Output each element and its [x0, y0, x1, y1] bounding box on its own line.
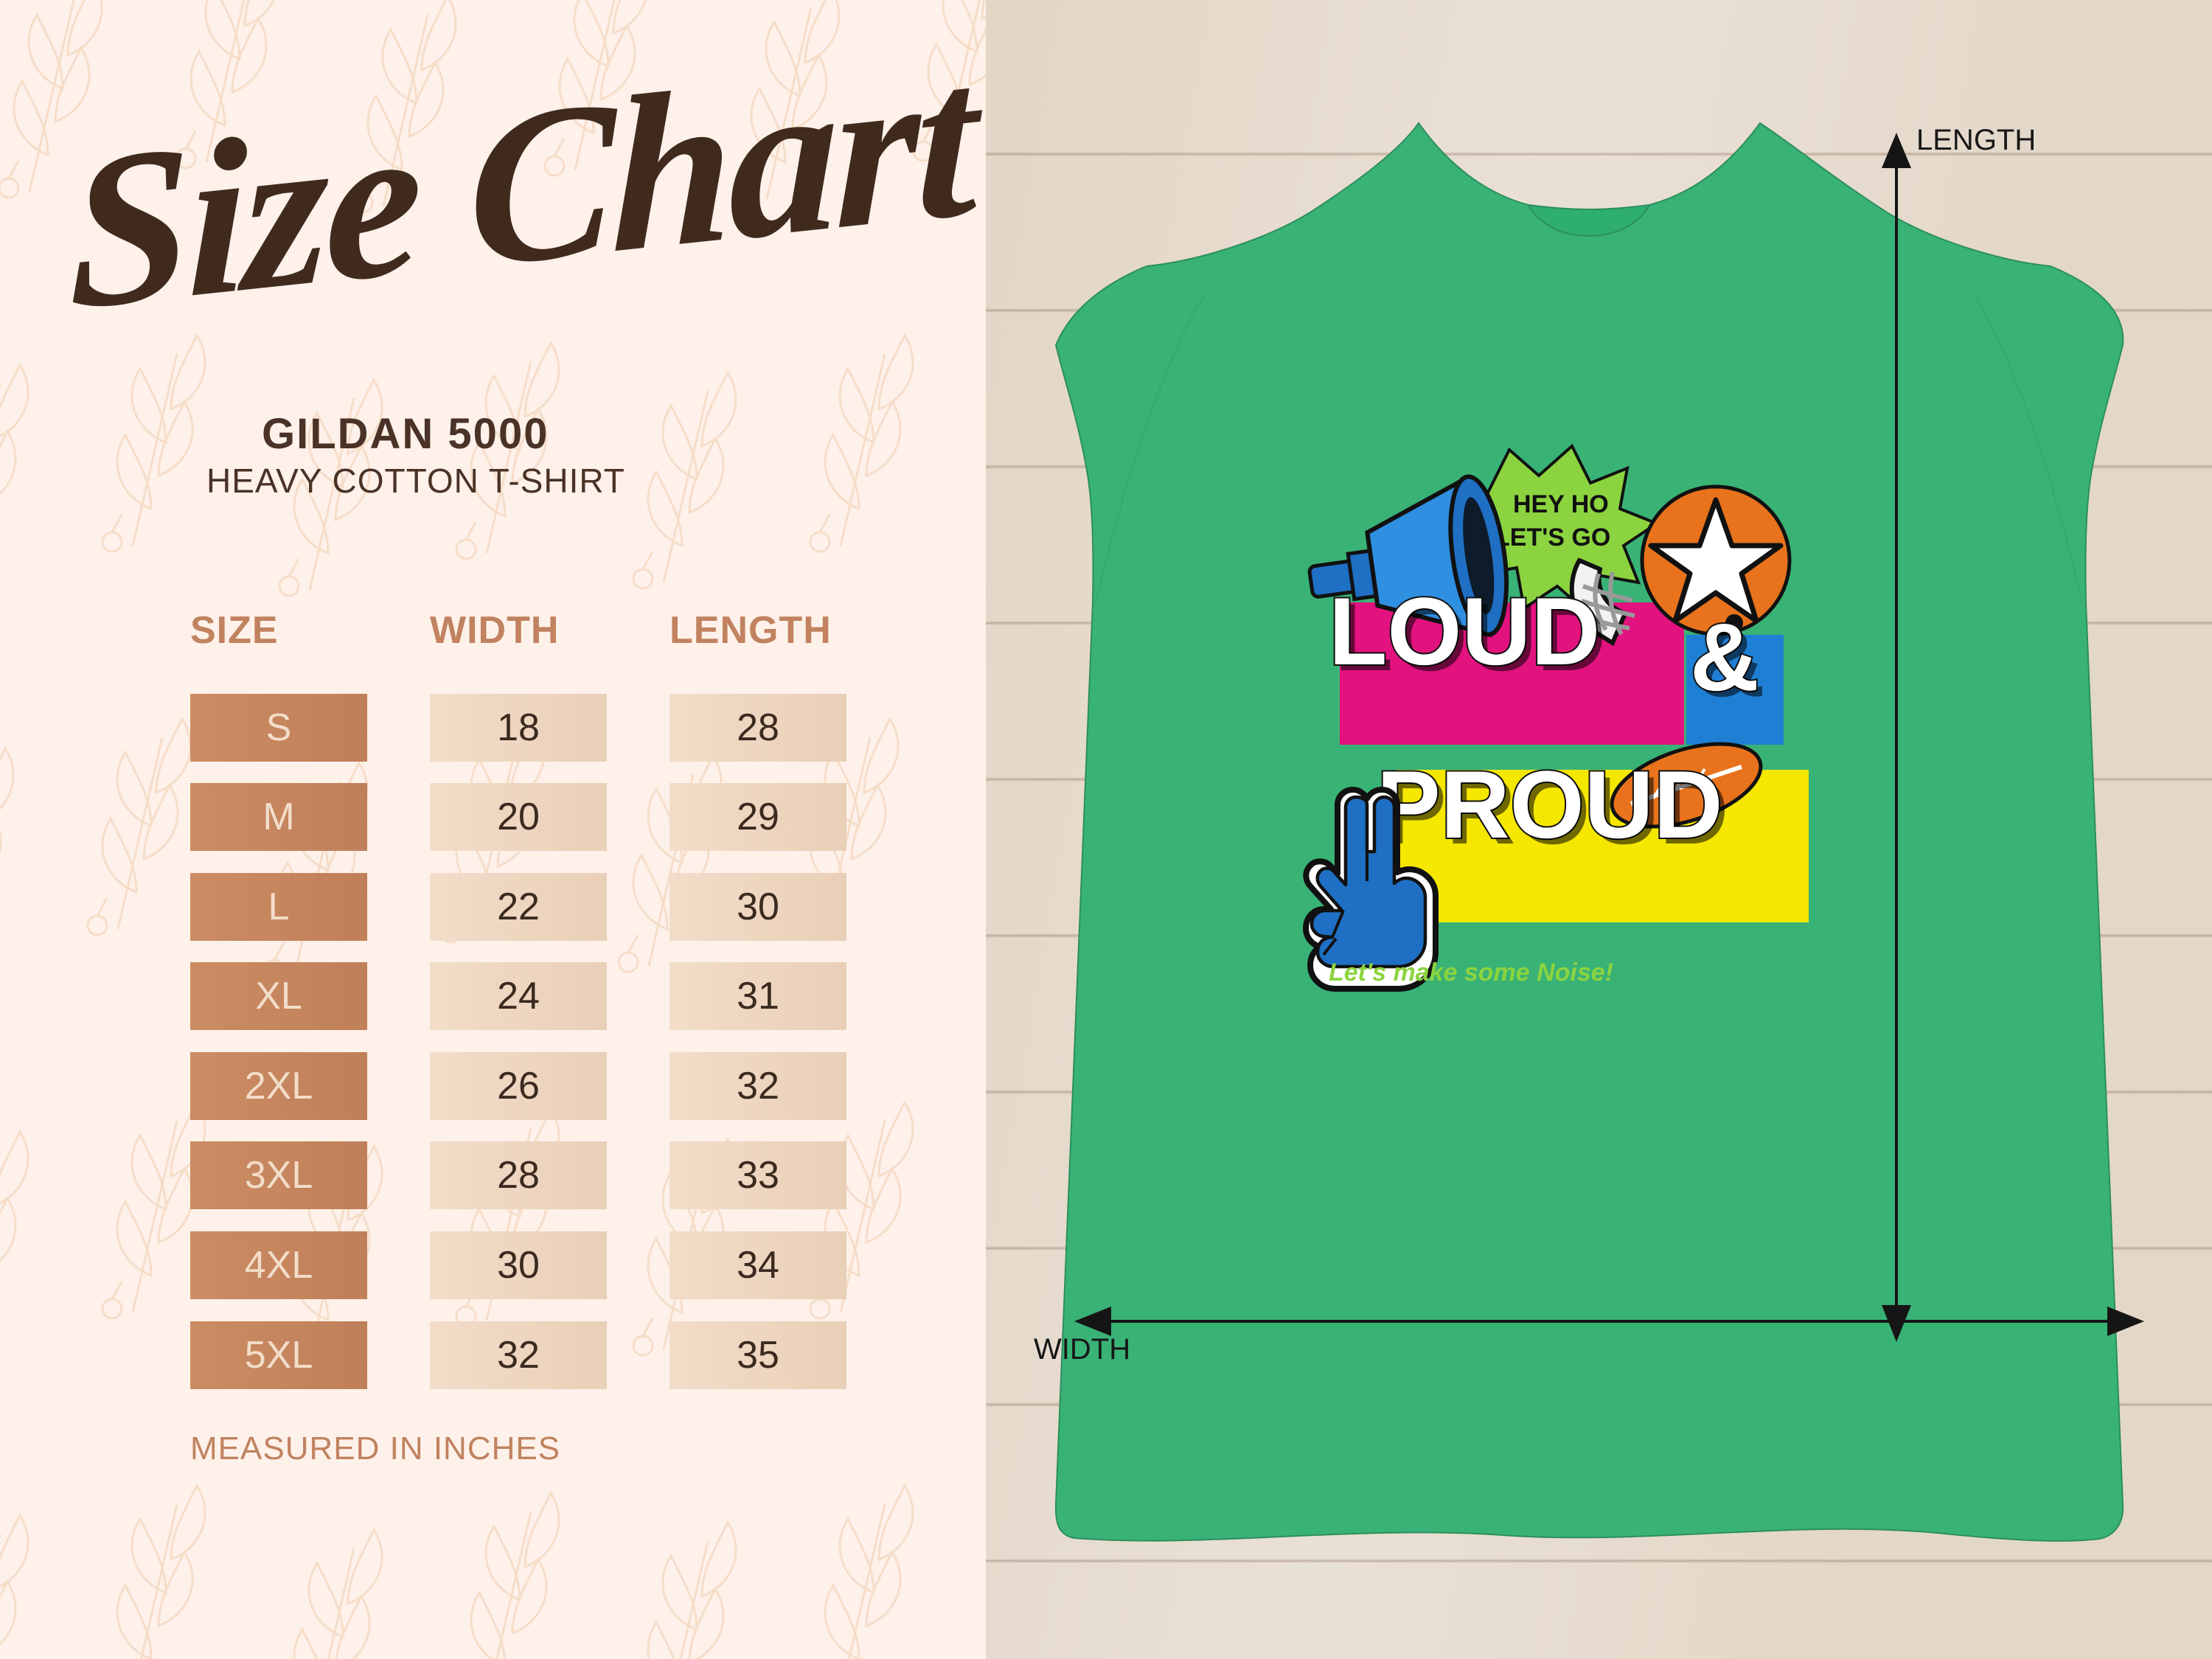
svg-text:HEY HO: HEY HO — [1513, 490, 1609, 518]
svg-text:LET'S GO: LET'S GO — [1495, 524, 1610, 552]
